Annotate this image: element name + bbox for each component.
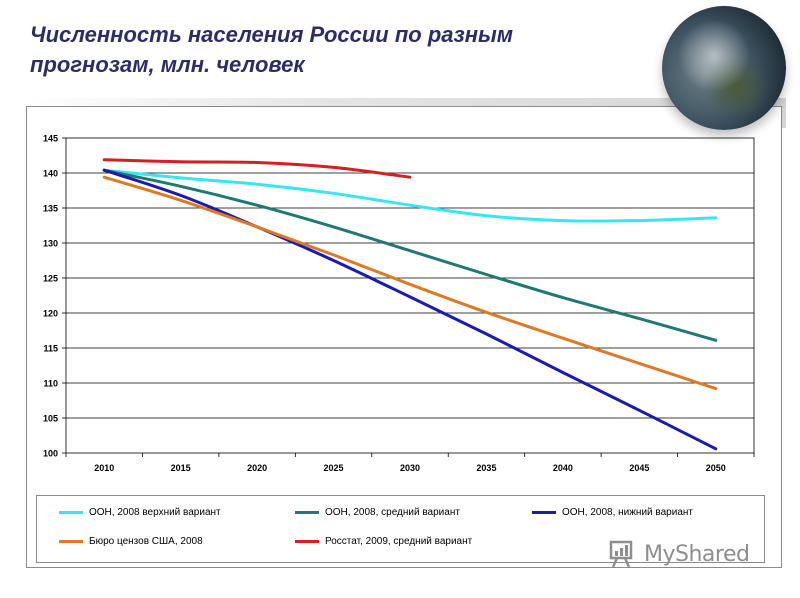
x-tick-label: 2015: [171, 463, 191, 473]
legend-swatch: [59, 539, 83, 543]
x-tick-label: 2035: [476, 463, 496, 473]
x-tick-label: 2050: [706, 463, 726, 473]
presentation-board-icon: [609, 540, 633, 568]
watermark: MyShared: [608, 537, 750, 571]
x-axis-ticks: 2010 2015 2020 2025 2030 2035 2040 2045 2050: [65, 453, 755, 473]
legend-label: Бюро цензов США, 2008: [89, 535, 203, 547]
y-tick-label: 105: [43, 414, 58, 424]
legend-item-un-medium: ООН, 2008, средний вариант: [295, 504, 460, 520]
chart-legend: ООН, 2008 верхний вариант ООН, 2008, сре…: [36, 495, 765, 563]
y-tick-label: 115: [43, 344, 58, 354]
legend-swatch: [295, 539, 319, 543]
legend-label: ООН, 2008, нижний вариант: [562, 506, 693, 518]
y-tick-label: 145: [43, 134, 58, 144]
legend-swatch: [295, 510, 319, 514]
x-tick-label: 2020: [247, 463, 267, 473]
series-line-0: [102, 168, 718, 223]
chart-frame: [26, 106, 782, 568]
series-line-2: [102, 168, 718, 451]
slide-title: Численность населения России по разным п…: [30, 22, 514, 77]
x-tick-label: 2010: [94, 463, 114, 473]
legend-label: ООН, 2008, средний вариант: [325, 506, 460, 518]
y-tick-label: 130: [43, 239, 58, 249]
x-tick-label: 2045: [629, 463, 649, 473]
chart-series: [102, 158, 718, 451]
x-tick-label: 2025: [324, 463, 344, 473]
x-tick-label: 2040: [553, 463, 573, 473]
y-tick-label: 110: [43, 379, 58, 389]
legend-swatch: [59, 510, 83, 514]
globe-image: [662, 6, 786, 130]
legend-item-un-low: ООН, 2008, нижний вариант: [532, 504, 693, 520]
series-line-4: [102, 158, 412, 179]
legend-swatch: [532, 510, 556, 514]
legend-label: ООН, 2008 верхний вариант: [89, 506, 221, 518]
legend-item-rosstat: Росстат, 2009, средний вариант: [295, 533, 472, 549]
series-line-1: [102, 168, 718, 342]
legend-label: Росстат, 2009, средний вариант: [325, 535, 473, 547]
plot-area: [65, 137, 755, 454]
y-tick-label: 120: [43, 309, 58, 319]
y-tick-label: 135: [43, 204, 58, 214]
y-tick-label: 125: [43, 274, 58, 284]
watermark-text: MyShared: [644, 541, 750, 567]
legend-item-un-high: ООН, 2008 верхний вариант: [59, 504, 221, 520]
y-tick-label: 140: [43, 169, 58, 179]
y-axis-ticks: 100 105 110 115 120 125 130 135 140 145: [43, 134, 66, 459]
x-tick-label: 2030: [400, 463, 420, 473]
chart-grid: [65, 137, 755, 454]
series-line-3: [102, 175, 718, 391]
legend-item-us-census: Бюро цензов США, 2008: [59, 533, 203, 549]
y-tick-label: 100: [43, 449, 58, 459]
